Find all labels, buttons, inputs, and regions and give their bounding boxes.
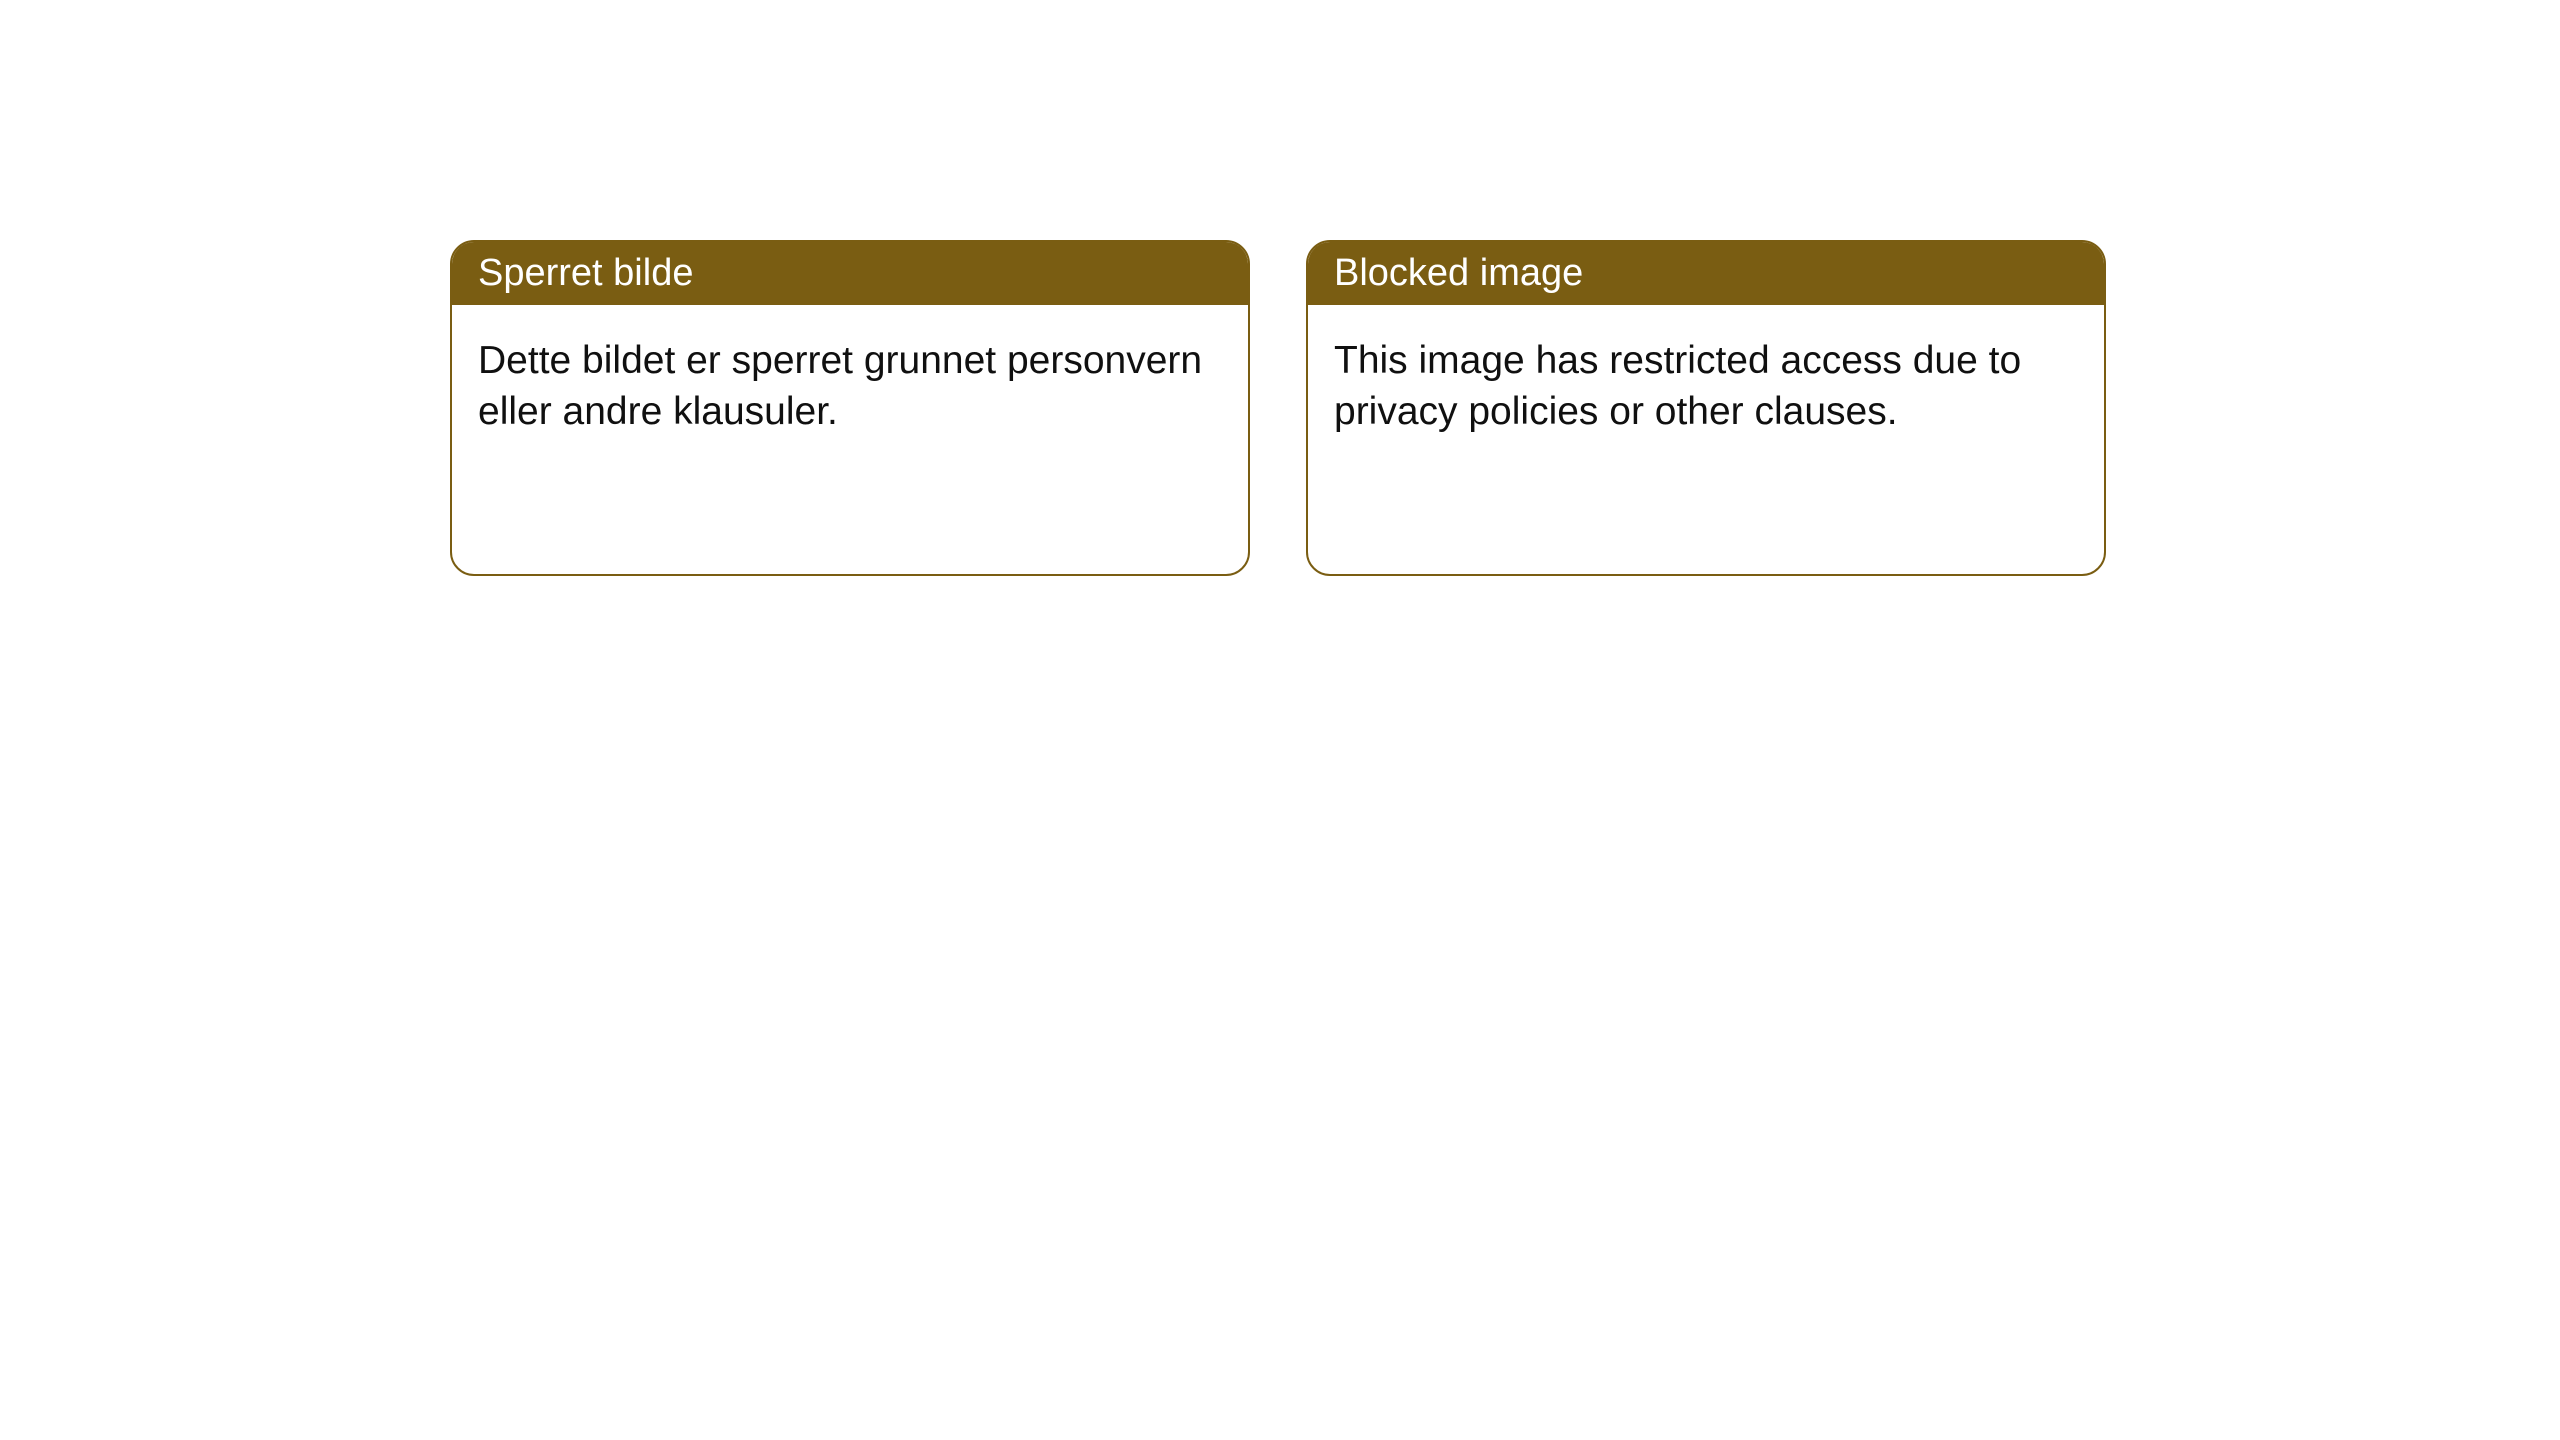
notice-header-english: Blocked image <box>1308 242 2104 305</box>
notice-title-norwegian: Sperret bilde <box>478 252 693 294</box>
notice-message-english: This image has restricted access due to … <box>1334 339 2021 433</box>
notice-message-norwegian: Dette bildet er sperret grunnet personve… <box>478 339 1202 433</box>
notice-container: Sperret bilde Dette bildet er sperret gr… <box>450 240 2106 576</box>
notice-title-english: Blocked image <box>1334 252 1583 294</box>
notice-body-norwegian: Dette bildet er sperret grunnet personve… <box>452 305 1248 468</box>
notice-body-english: This image has restricted access due to … <box>1308 305 2104 468</box>
notice-card-english: Blocked image This image has restricted … <box>1306 240 2106 576</box>
notice-card-norwegian: Sperret bilde Dette bildet er sperret gr… <box>450 240 1250 576</box>
notice-header-norwegian: Sperret bilde <box>452 242 1248 305</box>
